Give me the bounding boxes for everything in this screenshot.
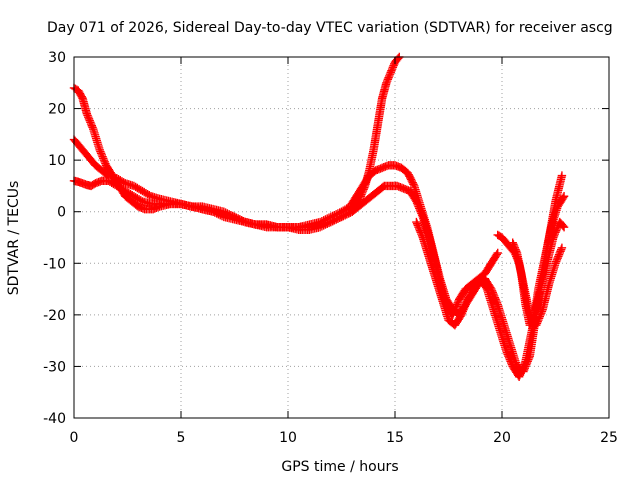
data-point bbox=[406, 173, 415, 183]
axis-ticks: 0 5 10 15 20 25 -40 -30 -20 -10 0 10 20 30 bbox=[43, 50, 618, 446]
y-tick-label: -10 bbox=[43, 256, 66, 272]
data-point bbox=[559, 222, 569, 232]
x-tick-label: 5 bbox=[177, 430, 186, 446]
y-axis-label: SDTVAR / TECUs bbox=[6, 181, 22, 296]
x-tick-label: 10 bbox=[279, 430, 297, 446]
y-tick-label: 0 bbox=[57, 205, 66, 221]
y-tick-label: -30 bbox=[43, 359, 66, 375]
y-tick-label: -40 bbox=[43, 411, 66, 427]
x-tick-label: 0 bbox=[70, 430, 79, 446]
y-tick-label: 30 bbox=[48, 50, 66, 66]
data-point bbox=[481, 283, 491, 292]
data-point bbox=[557, 171, 567, 180]
chart-title: Day 071 of 2026, Sidereal Day-to-day VTE… bbox=[47, 20, 613, 36]
data-point bbox=[394, 54, 403, 63]
data-series bbox=[69, 52, 569, 381]
x-tick-label: 20 bbox=[493, 430, 511, 446]
data-point bbox=[403, 168, 413, 178]
data-point bbox=[404, 170, 413, 179]
plot-border bbox=[73, 56, 610, 419]
data-point bbox=[558, 193, 568, 202]
data-point bbox=[558, 221, 568, 231]
data-point bbox=[406, 175, 416, 184]
y-tick-label: 20 bbox=[48, 102, 66, 118]
data-point bbox=[456, 312, 465, 321]
data-point bbox=[409, 180, 418, 189]
data-point bbox=[557, 243, 567, 253]
data-point bbox=[405, 172, 414, 181]
data-point bbox=[559, 192, 569, 201]
data-point bbox=[77, 92, 86, 101]
x-tick-label: 15 bbox=[386, 430, 404, 446]
data-point bbox=[408, 178, 417, 187]
x-tick-label: 25 bbox=[600, 430, 618, 446]
y-tick-label: -20 bbox=[43, 308, 66, 324]
data-point bbox=[492, 250, 502, 259]
x-axis-label: GPS time / hours bbox=[281, 459, 398, 475]
data-point bbox=[407, 176, 417, 186]
series-track-6 bbox=[508, 217, 569, 330]
data-point bbox=[493, 248, 502, 258]
y-tick-label: 10 bbox=[48, 153, 66, 169]
